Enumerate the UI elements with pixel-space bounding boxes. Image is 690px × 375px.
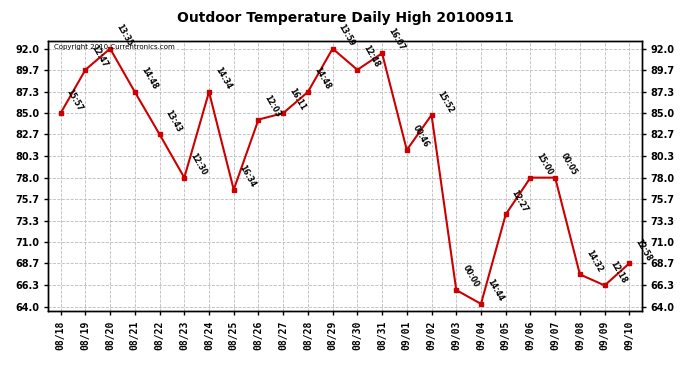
Text: Outdoor Temperature Daily High 20100911: Outdoor Temperature Daily High 20100911 — [177, 11, 513, 25]
Text: 00:46: 00:46 — [411, 124, 431, 149]
Text: 00:05: 00:05 — [560, 152, 579, 177]
Text: 16:34: 16:34 — [238, 164, 258, 189]
Text: 12:03: 12:03 — [263, 93, 282, 119]
Text: 12:47: 12:47 — [90, 44, 110, 69]
Text: 00:00: 00:00 — [460, 264, 480, 289]
Text: 14:48: 14:48 — [139, 66, 159, 91]
Text: 14:34: 14:34 — [213, 66, 233, 91]
Text: 13:43: 13:43 — [164, 108, 184, 134]
Text: 14:48: 14:48 — [312, 66, 332, 91]
Text: Copyright 2010 Currentronics.com: Copyright 2010 Currentronics.com — [55, 44, 175, 50]
Text: 12:30: 12:30 — [188, 152, 208, 177]
Text: 13:59: 13:59 — [337, 22, 357, 48]
Text: 14:32: 14:32 — [584, 248, 604, 274]
Text: 12:58: 12:58 — [633, 237, 653, 262]
Text: 15:52: 15:52 — [435, 89, 455, 114]
Text: 16:07: 16:07 — [386, 27, 406, 52]
Text: 14:44: 14:44 — [485, 278, 505, 303]
Text: 12:18: 12:18 — [609, 259, 629, 285]
Text: 12:27: 12:27 — [510, 188, 530, 214]
Text: 13:35: 13:35 — [115, 22, 134, 48]
Text: 16:11: 16:11 — [287, 87, 307, 112]
Text: 15:57: 15:57 — [65, 87, 85, 112]
Text: 12:48: 12:48 — [362, 44, 382, 69]
Text: 15:00: 15:00 — [535, 152, 554, 177]
